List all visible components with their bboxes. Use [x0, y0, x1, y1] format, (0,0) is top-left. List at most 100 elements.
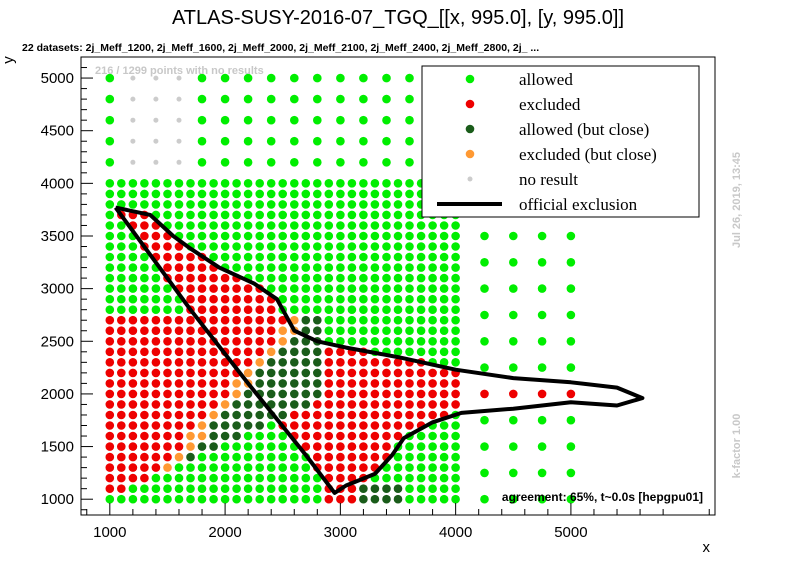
- data-point-allowed: [117, 242, 126, 251]
- data-point-excluded: [128, 368, 138, 378]
- data-point-excluded: [209, 305, 218, 315]
- data-point-excluded: [197, 347, 207, 357]
- data-point-excluded: [151, 431, 161, 441]
- data-point-close-allowed: [382, 494, 391, 504]
- data-point-close-allowed: [370, 484, 380, 494]
- data-point-allowed: [405, 242, 414, 251]
- data-point-allowed: [243, 189, 253, 199]
- data-point-allowed: [163, 473, 172, 483]
- data-point-excluded: [186, 337, 195, 346]
- data-point-allowed: [301, 231, 311, 241]
- data-point-allowed: [278, 252, 288, 262]
- data-point-allowed: [566, 231, 576, 241]
- data-point-allowed: [186, 231, 195, 241]
- data-point-allowed: [451, 263, 460, 272]
- data-point-allowed: [439, 305, 449, 315]
- data-point-excluded: [197, 305, 207, 315]
- data-point-excluded: [174, 410, 184, 420]
- data-point-allowed: [255, 452, 264, 462]
- data-point-allowed: [393, 463, 403, 472]
- data-point-allowed: [301, 484, 311, 494]
- data-point-allowed: [451, 242, 460, 251]
- data-point-allowed: [382, 273, 391, 283]
- data-point-allowed: [128, 179, 138, 188]
- data-point-allowed: [232, 242, 241, 251]
- data-point-excluded: [370, 379, 380, 388]
- data-point-excluded: [197, 368, 207, 378]
- data-point-excluded: [405, 410, 414, 420]
- data-point-allowed: [290, 200, 299, 209]
- data-point-excluded: [105, 389, 115, 399]
- data-point-allowed: [255, 463, 264, 472]
- data-point-allowed: [301, 284, 311, 293]
- data-point-excluded: [232, 326, 241, 336]
- data-point-excluded: [186, 400, 195, 409]
- data-point-allowed: [382, 252, 391, 262]
- data-point-allowed: [393, 179, 403, 188]
- data-point-allowed: [359, 231, 368, 241]
- data-point-allowed: [382, 94, 391, 104]
- data-point-allowed: [232, 494, 241, 504]
- data-point-allowed: [243, 179, 253, 188]
- data-point-allowed: [243, 431, 253, 441]
- data-point-allowed: [428, 442, 437, 451]
- data-point-excluded: [324, 410, 334, 420]
- timestamp-label: Jul 26, 2019, 13:45: [731, 152, 743, 248]
- data-point-allowed: [359, 284, 368, 293]
- data-point-excluded: [359, 368, 368, 378]
- data-point-allowed: [428, 473, 437, 483]
- data-point-allowed: [105, 242, 115, 251]
- data-point-allowed: [151, 273, 161, 283]
- data-point-excluded: [405, 389, 414, 399]
- data-point-allowed: [278, 231, 288, 241]
- data-point-excluded: [359, 379, 368, 388]
- data-point-excluded: [232, 284, 241, 293]
- legend-marker-excluded: [465, 99, 475, 109]
- chart-title: ATLAS-SUSY-2016-07_TGQ_[[x, 995.0], [y, …: [172, 7, 624, 29]
- data-point-excluded: [186, 410, 195, 420]
- data-point-allowed: [151, 294, 161, 304]
- data-point-allowed: [301, 473, 311, 483]
- data-point-allowed: [255, 210, 264, 220]
- data-point-excluded: [105, 400, 115, 409]
- data-point-allowed: [393, 294, 403, 304]
- data-point-allowed: [255, 242, 264, 251]
- data-point-allowed: [313, 158, 322, 167]
- data-point-allowed: [301, 273, 311, 283]
- data-point-excluded: [347, 358, 357, 367]
- data-point-allowed: [405, 200, 414, 209]
- data-point-allowed: [347, 315, 357, 325]
- data-point-allowed: [301, 200, 311, 209]
- data-point-excluded: [140, 347, 149, 357]
- data-point-allowed: [566, 284, 576, 293]
- data-point-allowed: [336, 179, 345, 188]
- data-point-allowed: [439, 221, 449, 230]
- data-point-excluded: [151, 242, 161, 251]
- data-point-allowed: [151, 484, 161, 494]
- data-point-excluded: [347, 463, 357, 472]
- data-point-allowed: [163, 294, 172, 304]
- data-point-allowed: [451, 463, 460, 472]
- data-point-allowed: [313, 294, 322, 304]
- data-point-allowed: [428, 494, 437, 504]
- data-point-excluded: [370, 389, 380, 399]
- data-point-allowed: [197, 242, 207, 251]
- data-point-allowed: [370, 231, 380, 241]
- data-point-close-allowed: [278, 389, 288, 399]
- data-point-close-excluded: [174, 452, 184, 462]
- data-point-allowed: [186, 210, 195, 220]
- data-point-allowed: [209, 221, 218, 230]
- data-point-allowed: [359, 200, 368, 209]
- data-point-allowed: [140, 179, 149, 188]
- data-point-excluded: [255, 326, 264, 336]
- data-point-excluded: [336, 347, 345, 357]
- data-point-excluded: [370, 368, 380, 378]
- data-point-allowed: [370, 326, 380, 336]
- x-tick-label: 3000: [324, 524, 357, 541]
- data-point-allowed: [509, 310, 518, 320]
- data-point-allowed: [278, 210, 288, 220]
- data-point-excluded: [439, 400, 449, 409]
- data-point-excluded: [266, 337, 276, 346]
- data-point-allowed: [105, 294, 115, 304]
- data-point-allowed: [428, 484, 437, 494]
